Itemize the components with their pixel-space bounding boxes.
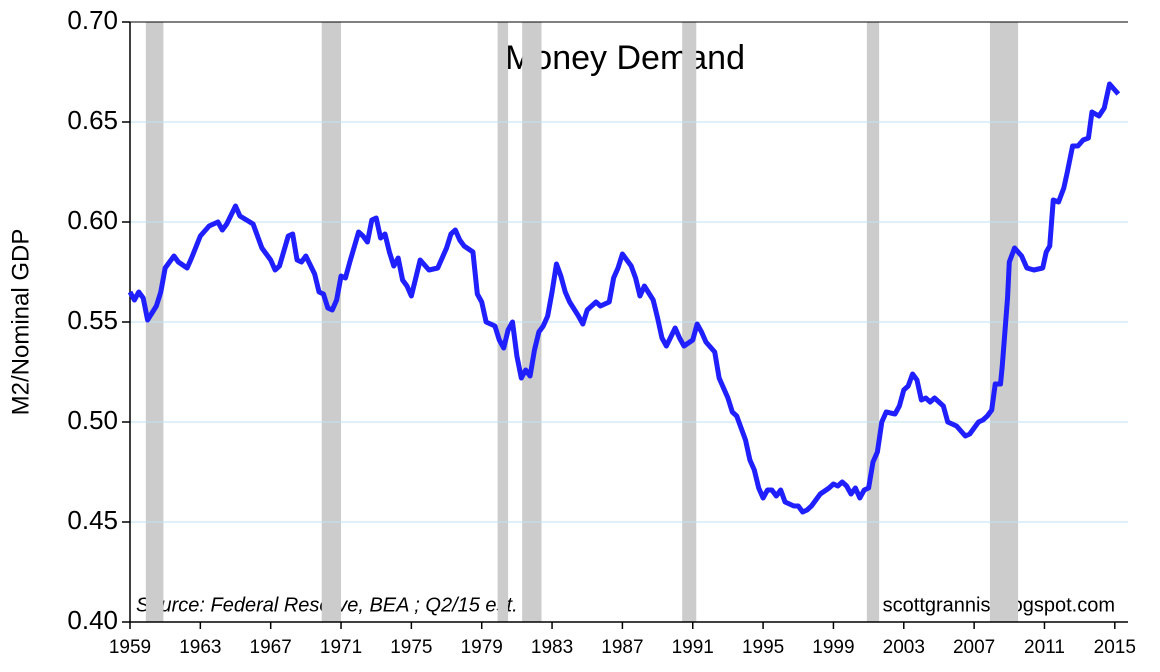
x-tick-label: 2015	[1094, 637, 1136, 658]
x-tick-label: 1967	[250, 637, 292, 658]
y-tick-label: 0.70	[67, 5, 118, 35]
y-tick-label: 0.50	[67, 405, 118, 435]
chart-title: Money Demand	[505, 39, 745, 77]
x-tick-label: 1963	[179, 637, 221, 658]
x-tick-label: 1983	[531, 637, 573, 658]
y-tick-label: 0.55	[67, 305, 118, 335]
y-tick-label: 0.60	[67, 205, 118, 235]
y-tick-label: 0.40	[67, 605, 118, 635]
data-line	[127, 81, 1121, 515]
x-tick-label: 1979	[461, 637, 503, 658]
x-tick-label: 1991	[672, 637, 714, 658]
x-tick-label: 1999	[812, 637, 854, 658]
x-tick-label: 1971	[320, 637, 362, 658]
x-tick-label: 1995	[742, 637, 784, 658]
x-tick-label: 2007	[953, 637, 995, 658]
y-tick-label: 0.65	[67, 105, 118, 135]
y-tick-label: 0.45	[67, 505, 118, 535]
x-tick-label: 2003	[883, 637, 925, 658]
y-axis-label: M2/Nominal GDP	[7, 229, 34, 416]
x-tick-label: 1987	[601, 637, 643, 658]
x-tick-label: 2011	[1024, 637, 1065, 658]
x-tick-label: 1975	[390, 637, 432, 658]
x-tick-label: 1959	[109, 637, 151, 658]
